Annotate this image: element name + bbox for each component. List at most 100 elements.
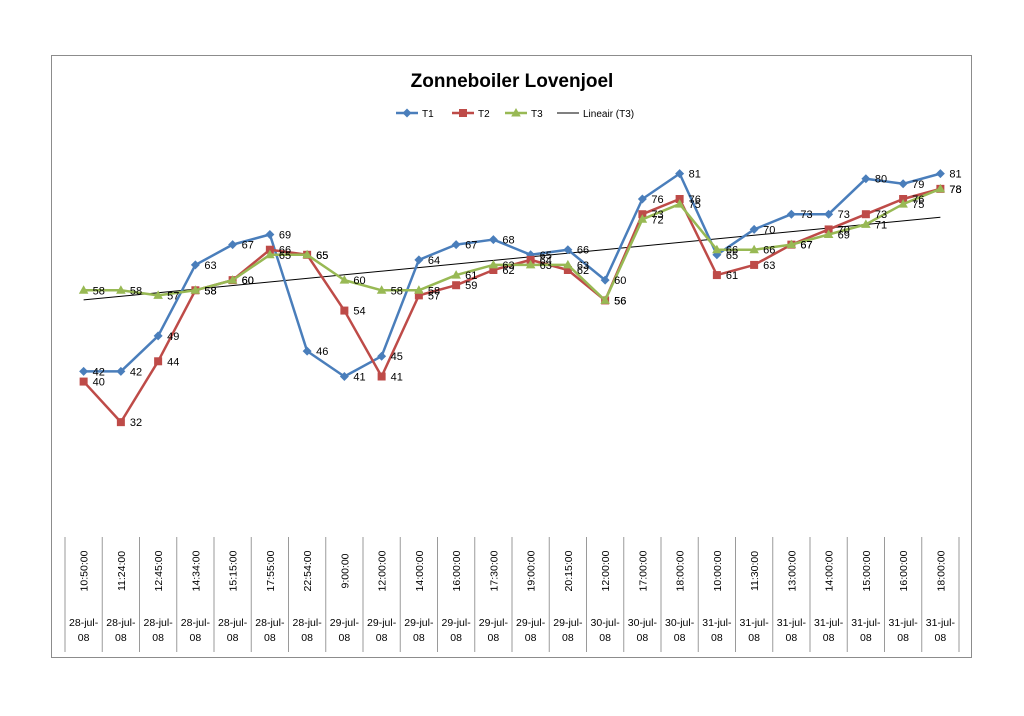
data-label-t2: 70 (838, 224, 850, 236)
data-label-t2: 60 (242, 275, 254, 287)
marker-t1 (637, 194, 647, 204)
data-label-t3: 75 (912, 199, 924, 211)
marker-t1 (153, 331, 163, 341)
marker-t2 (638, 210, 647, 219)
marker-t1 (228, 240, 238, 250)
series-t2 (79, 184, 945, 427)
data-label-t2: 62 (502, 265, 514, 277)
data-label-t1: 80 (875, 174, 887, 186)
x-tick-date-label: 08 (674, 632, 686, 644)
marker-t3 (898, 199, 908, 208)
data-label-t1: 67 (242, 240, 254, 252)
x-tick-time-label: 19:00:00 (526, 550, 538, 591)
marker-t2 (824, 225, 833, 234)
marker-t3 (749, 244, 759, 254)
data-label-t2: 76 (689, 194, 701, 206)
x-tick-date-label: 28-jul- (293, 617, 323, 629)
data-label-t3: 60 (242, 275, 254, 287)
marker-t3 (674, 199, 685, 208)
x-tick-date-label: 29-jul- (553, 617, 583, 629)
data-label-t2: 58 (204, 285, 216, 297)
marker-t2 (377, 372, 386, 381)
marker-t1 (302, 346, 312, 356)
series-line-t2 (82, 187, 941, 424)
data-label-t1: 60 (614, 275, 626, 287)
x-tick-time-label: 12:00:00 (600, 550, 612, 591)
data-label-t3: 56 (614, 295, 626, 307)
x-tick-date-label: 31-jul- (889, 617, 919, 629)
marker-t3 (116, 285, 126, 294)
data-label-t3: 63 (577, 260, 589, 272)
x-tick-date-label: 28-jul- (255, 617, 285, 629)
data-label-t2: 65 (316, 250, 328, 262)
x-tick-date-label: 30-jul- (628, 617, 658, 629)
marker-t2 (154, 357, 163, 366)
data-label-t1: 49 (167, 331, 179, 343)
marker-t1 (116, 366, 126, 376)
marker-t2 (459, 109, 467, 117)
x-tick-date-label: 31-jul- (851, 617, 881, 629)
marker-t2 (563, 266, 572, 274)
x-tick-date-label: 30-jul- (591, 617, 621, 629)
data-label-t3: 67 (800, 240, 812, 252)
marker-t2 (899, 195, 908, 203)
series-line-t1 (83, 172, 941, 378)
data-label-t3: 63 (540, 260, 552, 272)
x-tick-time-label: 18:00:00 (935, 550, 947, 591)
data-label-t2: 59 (465, 280, 477, 292)
legend-label-t2: T2 (478, 109, 490, 120)
data-label-t3: 58 (428, 285, 440, 297)
data-label-t1: 70 (763, 224, 775, 236)
data-label-t3: 58 (204, 285, 216, 297)
data-label-t2: 61 (726, 270, 738, 282)
data-label-t1: 67 (465, 240, 477, 252)
marker-t2 (452, 281, 461, 290)
legend-label-trendline: Lineair (T3) (583, 109, 634, 120)
legend-label-t3: T3 (531, 109, 543, 120)
data-label-t3: 66 (763, 245, 775, 257)
data-label-t2: 32 (130, 417, 142, 429)
marker-t2 (79, 377, 88, 386)
x-tick-date-label: 31-jul- (777, 617, 807, 629)
data-label-t2: 73 (875, 209, 887, 221)
data-label-t1: 65 (540, 250, 552, 262)
data-label-t2: 54 (353, 306, 365, 318)
x-tick-date-label: 28-jul- (69, 617, 99, 629)
x-tick-date-label: 29-jul- (330, 617, 360, 629)
marker-t3 (302, 249, 312, 259)
data-label-t1: 73 (800, 209, 812, 221)
data-label-t3: 72 (651, 214, 663, 226)
marker-t2 (861, 210, 870, 219)
marker-t3 (451, 270, 461, 279)
marker-t2 (675, 195, 684, 203)
x-tick-date-label: 08 (227, 632, 239, 644)
marker-t1 (265, 230, 275, 239)
data-label-t2: 56 (614, 295, 626, 307)
data-label-t1: 68 (502, 235, 514, 247)
chart-svg: Zonneboiler Lovenjoel T1 T2 T3 Lineair (T3)… (64, 71, 962, 652)
x-tick-date-label: 08 (860, 632, 872, 644)
data-label-t1: 42 (93, 366, 105, 378)
data-label-t2: 44 (167, 356, 179, 368)
marker-t3 (563, 259, 573, 269)
x-tick-date-label: 08 (525, 632, 537, 644)
x-tick-date-label: 08 (152, 632, 164, 644)
x-tick-date-label: 29-jul- (404, 617, 434, 629)
data-label-t1: 46 (316, 346, 328, 358)
x-tick-time-label: 10:00:00 (712, 550, 724, 591)
x-tick-time-label: 14:00:00 (824, 550, 836, 591)
data-label-t2: 76 (912, 194, 924, 206)
data-label-t2: 64 (540, 255, 552, 267)
marker-t1 (861, 174, 871, 184)
category-axis-table: 10:50:00 28-jul- 08 11:24:00 28-jul- 08 12:45:… (64, 537, 960, 652)
marker-t2 (265, 245, 274, 254)
data-label-t2: 78 (949, 184, 961, 196)
x-tick-date-label: 08 (897, 632, 909, 644)
marker-t2 (340, 306, 349, 315)
marker-t3 (525, 259, 536, 269)
x-tick-date-label: 08 (264, 632, 276, 644)
marker-t1 (600, 275, 610, 285)
marker-t3 (786, 239, 797, 249)
legend: T1 T2 T3 Lineair (T3) (396, 108, 634, 120)
marker-t1 (563, 245, 573, 255)
